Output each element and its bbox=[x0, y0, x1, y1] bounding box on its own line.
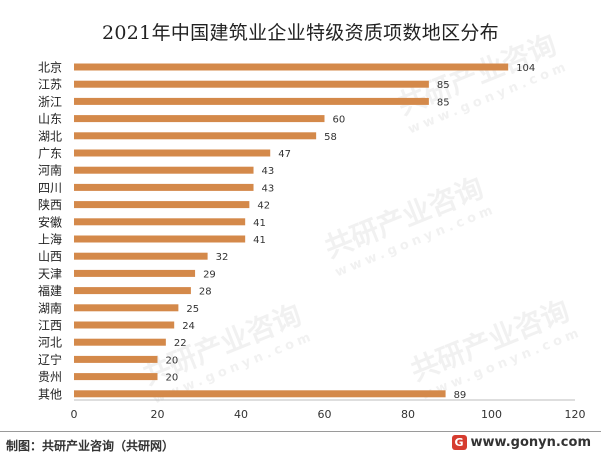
bar bbox=[74, 80, 429, 88]
x-tick-label: 40 bbox=[234, 408, 248, 421]
data-label: 41 bbox=[253, 218, 266, 229]
bar bbox=[74, 321, 175, 329]
chart-title: 2021年中国建筑业企业特级资质项数地区分布 bbox=[102, 22, 499, 44]
x-tick-label: 0 bbox=[71, 408, 78, 421]
category-label: 山西 bbox=[38, 250, 62, 264]
bar bbox=[74, 166, 254, 174]
data-label: 25 bbox=[186, 304, 199, 315]
category-label: 上海 bbox=[38, 232, 62, 247]
category-label: 天津 bbox=[38, 267, 62, 281]
x-tick-label: 60 bbox=[318, 408, 332, 421]
category-label: 湖北 bbox=[38, 128, 62, 143]
data-label: 104 bbox=[516, 63, 535, 74]
category-label: 陕西 bbox=[38, 197, 62, 212]
gonyn-logo-icon: G bbox=[451, 435, 467, 450]
bar bbox=[74, 63, 509, 71]
data-label: 43 bbox=[262, 183, 275, 194]
bars-group: 北京 104 江苏 85 浙江 85 山东 60 湖北 58 广东 47 河南 43 四川 43 陕西 42 安徽 4… bbox=[38, 61, 535, 402]
bar bbox=[74, 235, 246, 243]
category-label: 湖南 bbox=[38, 300, 62, 315]
data-label: 89 bbox=[454, 390, 467, 401]
x-tick-labels: 0 20 40 60 80 100 120 bbox=[71, 408, 586, 421]
source-note: 制图：共研产业咨询（共研网） bbox=[6, 439, 175, 453]
data-label: 41 bbox=[253, 235, 266, 246]
bar bbox=[74, 132, 317, 140]
site-url: www.gonyn.com bbox=[470, 435, 591, 450]
data-label: 43 bbox=[262, 166, 275, 177]
category-label: 河南 bbox=[38, 163, 62, 178]
data-label: 42 bbox=[257, 201, 270, 212]
bar bbox=[74, 373, 158, 381]
category-label: 贵州 bbox=[38, 370, 62, 384]
bar bbox=[74, 390, 446, 398]
category-label: 江苏 bbox=[38, 78, 62, 92]
category-label: 浙江 bbox=[38, 95, 62, 109]
data-label: 60 bbox=[333, 115, 346, 126]
bar bbox=[74, 355, 158, 363]
site-brand[interactable]: G www.gonyn.com bbox=[451, 435, 591, 450]
category-label: 山东 bbox=[38, 112, 62, 126]
category-label: 河北 bbox=[38, 336, 62, 350]
x-tick-label: 100 bbox=[481, 408, 502, 421]
bar bbox=[74, 287, 191, 295]
bar-chart: 北京 104 江苏 85 浙江 85 山东 60 湖北 58 广东 47 河南 43 四川 43 陕西 42 安徽 4… bbox=[38, 61, 586, 422]
data-label: 24 bbox=[182, 321, 195, 332]
category-label: 福建 bbox=[38, 283, 62, 298]
data-label: 29 bbox=[203, 269, 216, 280]
bar bbox=[74, 115, 325, 123]
data-label: 22 bbox=[174, 338, 187, 349]
category-label: 广东 bbox=[38, 147, 62, 161]
category-label: 安徽 bbox=[38, 214, 62, 229]
footer-divider bbox=[0, 431, 601, 432]
data-label: 58 bbox=[324, 132, 337, 143]
bar bbox=[74, 183, 254, 191]
data-label: 32 bbox=[216, 252, 229, 263]
bar bbox=[74, 218, 246, 226]
data-label: 20 bbox=[166, 373, 179, 384]
data-label: 47 bbox=[278, 149, 291, 160]
category-label: 江西 bbox=[38, 319, 62, 333]
bar bbox=[74, 269, 196, 277]
bar bbox=[74, 149, 271, 157]
x-tick-label: 20 bbox=[151, 408, 165, 421]
category-label: 其他 bbox=[38, 387, 62, 401]
bar bbox=[74, 252, 208, 260]
data-label: 20 bbox=[166, 355, 179, 366]
category-label: 四川 bbox=[38, 181, 62, 195]
data-label: 85 bbox=[437, 80, 450, 91]
x-tick-label: 80 bbox=[401, 408, 415, 421]
bar bbox=[74, 201, 250, 209]
category-label: 北京 bbox=[38, 61, 62, 75]
bar bbox=[74, 97, 429, 105]
x-tick-label: 120 bbox=[565, 408, 586, 421]
data-label: 85 bbox=[437, 97, 450, 108]
category-label: 辽宁 bbox=[38, 352, 62, 367]
bar bbox=[74, 304, 179, 312]
data-label: 28 bbox=[199, 287, 212, 298]
bar bbox=[74, 338, 166, 346]
